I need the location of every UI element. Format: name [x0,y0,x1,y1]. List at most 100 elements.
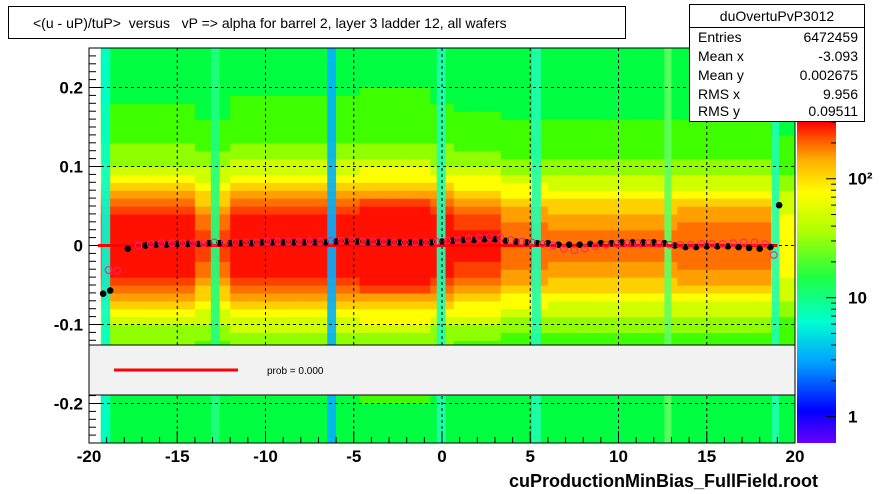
heat-cell [171,292,184,302]
heat-cell [253,63,267,73]
heat-cell [583,419,596,428]
heat-cell [630,403,643,412]
heat-cell [689,261,702,270]
heat-cell [289,182,302,191]
heat-cell [430,332,443,341]
heat-cell [477,403,490,412]
heat-cell [394,221,408,231]
heat-cell [642,48,655,57]
heat-cell [477,198,490,207]
heat-cell [253,316,267,326]
heat-cell [136,395,149,405]
heat-cell [289,435,302,443]
heat-cell [136,103,149,112]
heat-cell [112,95,125,104]
heat-cell [465,332,478,341]
heat-cell [442,134,455,144]
heat-cell [136,419,149,428]
heat-cell [724,324,737,333]
heat-cell [371,134,384,144]
heat-cell [689,332,702,341]
heat-cell [230,79,243,89]
heat-cell [571,229,584,239]
heat-cell [124,435,137,443]
heat-cell [512,229,525,239]
heat-cell [124,95,137,104]
heat-cell [265,71,278,81]
heat-cell [300,292,314,302]
heat-cell [512,174,525,183]
heat-cell [300,111,314,120]
heat-cell [736,237,749,247]
heat-cell [112,111,125,120]
heat-cell [665,411,678,420]
heat-cell [406,95,420,104]
heat-cell [136,261,149,270]
heat-cell [241,237,255,247]
heat-cell [724,308,737,318]
heat-cell [724,158,737,168]
heat-cell [336,142,349,152]
heat-cell [136,403,149,412]
heat-cell [594,134,608,144]
heat-cell [159,300,172,310]
heat-cell [665,119,678,128]
heat-cell [406,419,420,428]
heat-cell [230,71,243,81]
heat-cell [547,63,561,73]
heat-cell [477,174,490,183]
heat-cell [359,142,372,152]
heat-cell [430,292,443,302]
heat-cell [783,316,795,326]
heat-cell [665,158,678,168]
heat-cell [159,174,172,183]
heat-cell [383,285,396,294]
data-point [766,243,774,251]
heat-cell [630,427,643,436]
heat-cell [241,182,255,191]
heat-cell [230,245,243,254]
heat-cell [442,324,455,333]
heat-cell [559,95,573,104]
heat-cell [124,150,137,160]
heat-cell [594,142,608,152]
heat-cell [536,332,549,341]
heat-cell [642,182,655,191]
heat-cell [277,324,290,333]
heat-cell [571,63,584,73]
heat-cell [312,63,325,73]
heat-cell [536,127,549,136]
heat-cell [642,261,655,270]
heat-cell [371,55,384,65]
heat-cell [383,87,396,96]
heat-cell [559,142,573,152]
heat-cell [736,119,749,128]
heat-cell [336,245,349,254]
heat-cell [571,174,584,183]
heat-cell [159,190,172,199]
heat-cell [159,332,172,341]
heat-cell [689,221,702,231]
heat-cell [394,150,408,160]
heat-cell [524,48,537,57]
heat-cell [418,261,431,270]
heat-cell [300,206,314,215]
heat-cell [547,419,561,428]
heat-cell [489,419,502,428]
heat-cell [453,111,467,120]
heat-cell [300,190,314,199]
heat-cell [265,324,278,333]
heat-cell [747,427,761,436]
heat-cell [524,71,537,81]
heat-cell [112,79,125,89]
heat-cell [500,111,514,120]
heat-cell [536,71,549,81]
heat-cell [89,150,102,160]
heat-cell [371,63,384,73]
heat-cell [477,87,490,96]
heat-cell [159,142,172,152]
heat-cell [677,253,690,262]
heat-cell [712,411,725,420]
